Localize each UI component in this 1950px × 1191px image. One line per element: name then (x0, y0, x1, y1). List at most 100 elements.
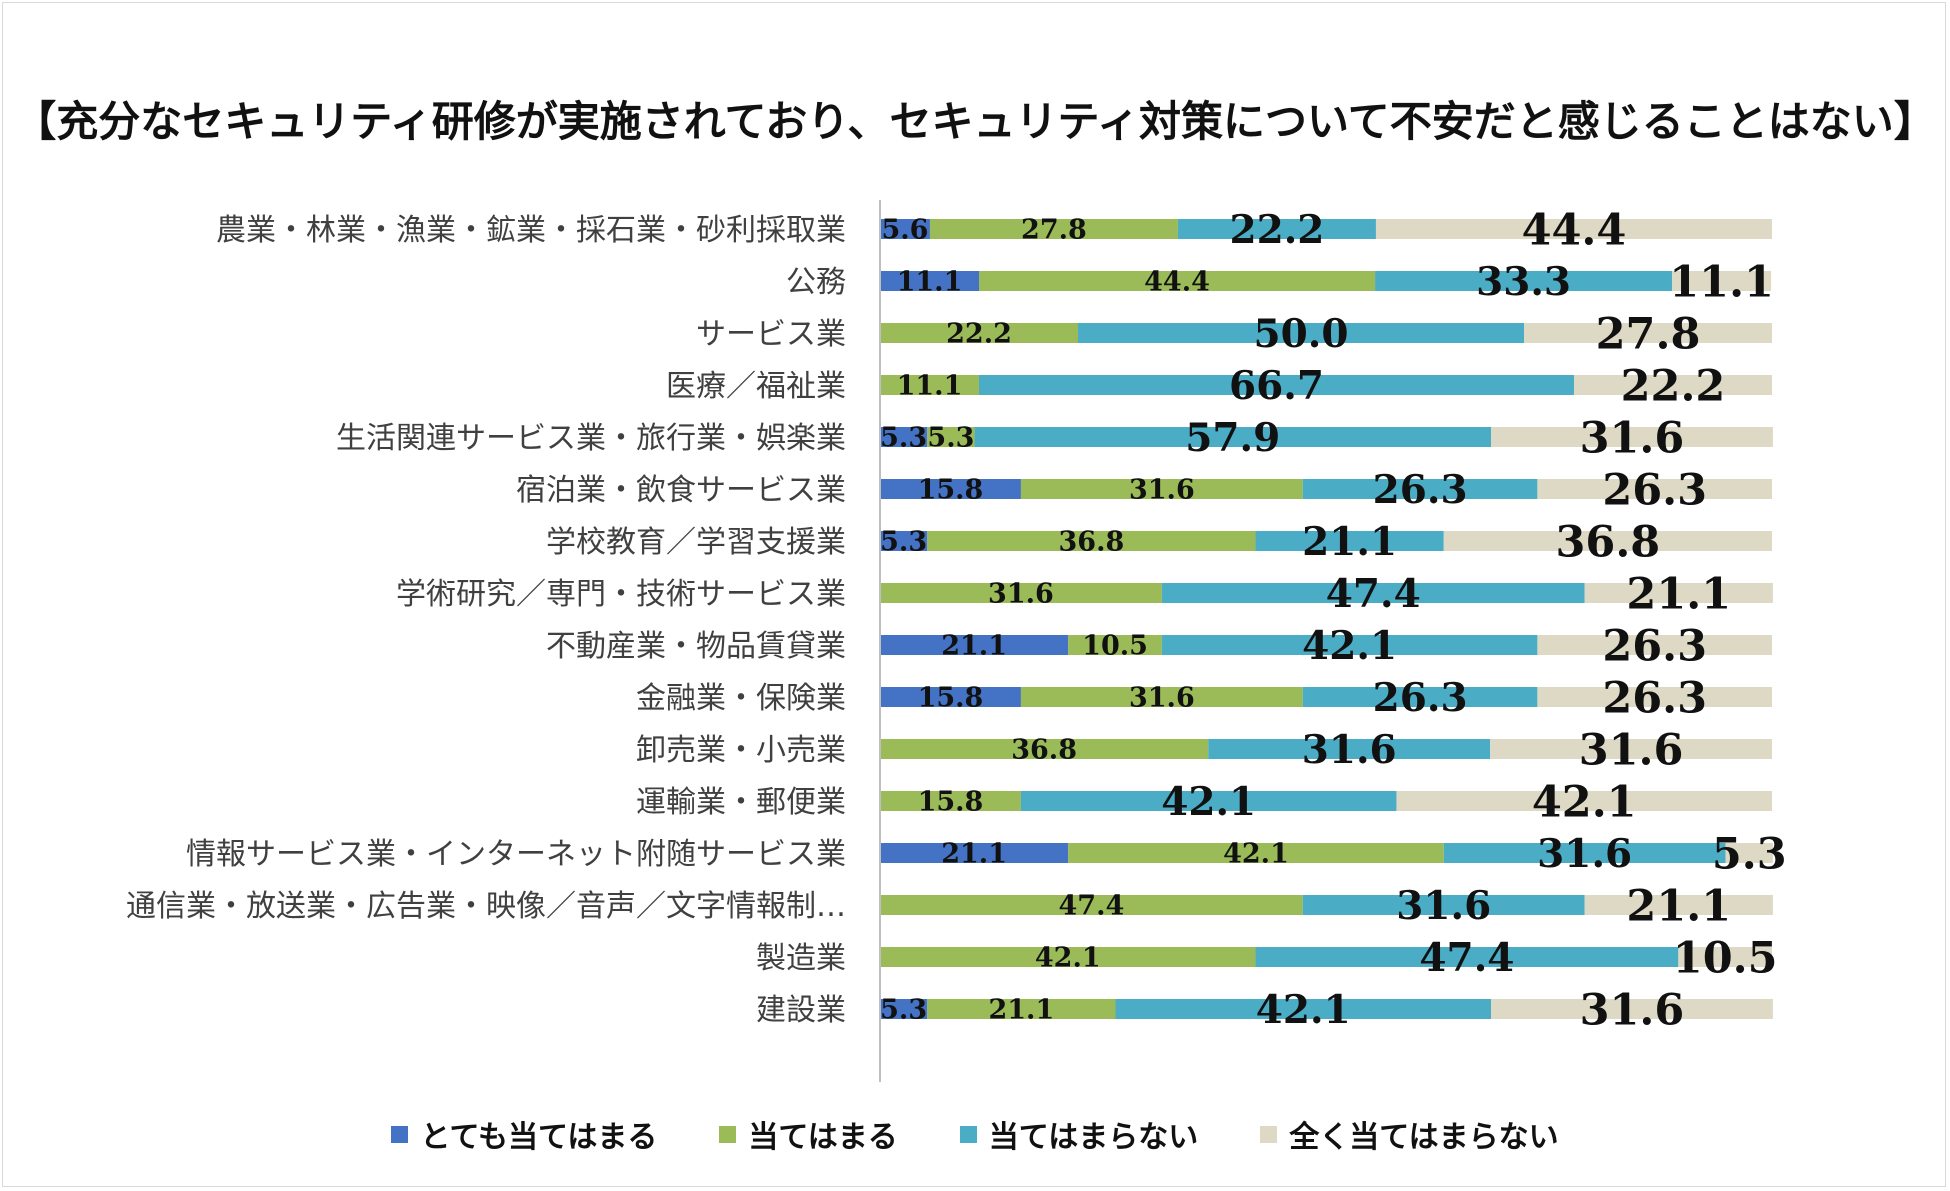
bar-segment (1255, 531, 1444, 551)
bar-segment (1490, 739, 1772, 759)
data-label: 42.1 (1302, 623, 1397, 669)
bar-segment (880, 219, 930, 239)
data-label: 21.1 (941, 631, 1007, 662)
bar-segment (880, 895, 1303, 915)
chart-title: 【充分なセキュリティ研修が実施されており、セキュリティ対策について不安だと感じる… (14, 97, 1936, 146)
data-label: 5.3 (927, 423, 974, 454)
bar-segment (1302, 687, 1538, 707)
bar-segment (929, 219, 1178, 239)
data-label: 11.1 (897, 371, 963, 402)
bar-segment (880, 635, 1069, 655)
data-label: 66.7 (1229, 363, 1324, 409)
legend-item: 全く当てはまらない (1260, 1112, 1559, 1156)
category-label: 通信業・放送業・広告業・映像／音声／文字情報制… (126, 889, 846, 924)
data-label: 21.1 (988, 995, 1054, 1026)
data-label: 26.3 (1373, 675, 1468, 721)
legend-item: 当てはまらない (959, 1112, 1199, 1156)
legend-label: 全く当てはまらない (1289, 1120, 1559, 1155)
bar-segment (880, 999, 928, 1019)
category-label: 生活関連サービス業・旅行業・娯楽業 (336, 421, 846, 456)
bar-segment (880, 739, 1209, 759)
bar-segment (880, 375, 980, 395)
bar-segment (1020, 791, 1397, 811)
data-label: 33.3 (1476, 259, 1571, 305)
category-label: 建設業 (756, 993, 846, 1028)
bar-segment (927, 427, 975, 447)
data-label: 15.8 (918, 787, 984, 818)
bar-segment (1020, 687, 1303, 707)
bar-segment (1678, 947, 1772, 967)
category-label: 公務 (786, 265, 846, 300)
data-label: 42.1 (1532, 777, 1637, 827)
category-label: 卸売業・小売業 (636, 733, 846, 768)
data-label: 26.3 (1602, 673, 1707, 723)
data-label: 22.2 (946, 319, 1012, 350)
data-label: 31.6 (1302, 727, 1397, 773)
bar-segment (1020, 479, 1303, 499)
legend-swatch (719, 1125, 737, 1143)
bar-segment (880, 583, 1162, 603)
data-label: 11.1 (1669, 257, 1774, 307)
bar-segment (1491, 427, 1773, 447)
legend-label: とても当てはまる (420, 1120, 658, 1155)
data-label: 22.2 (1229, 207, 1324, 253)
bar-segment (1584, 895, 1773, 915)
bar-segment (1396, 791, 1772, 811)
category-label: 学校教育／学習支援業 (546, 525, 846, 560)
legend-swatch (391, 1125, 409, 1143)
data-label: 27.8 (1021, 215, 1087, 246)
category-label: 宿泊業・飲食サービス業 (516, 473, 846, 508)
data-label: 26.3 (1373, 467, 1468, 513)
bar-segment (880, 271, 980, 291)
legend-swatch (1260, 1125, 1278, 1143)
data-label: 21.1 (941, 839, 1007, 870)
data-label: 5.3 (880, 423, 927, 454)
bar-segment (1584, 583, 1773, 603)
bar-segment (880, 323, 1079, 343)
data-label: 42.1 (1256, 987, 1351, 1033)
data-label: 15.8 (918, 683, 984, 714)
bar-segment (880, 427, 928, 447)
bar-segment (927, 531, 1256, 551)
category-label: サービス業 (696, 317, 846, 352)
data-label: 44.4 (1144, 267, 1210, 298)
category-label: 金融業・保険業 (636, 681, 846, 716)
bar-segment (974, 427, 1492, 447)
bar-segment (979, 375, 1574, 395)
data-label: 42.1 (1161, 779, 1256, 825)
bar-segment (1443, 531, 1772, 551)
data-label: 5.3 (880, 527, 927, 558)
bar-segment (1255, 947, 1679, 967)
bar-segment (1078, 323, 1525, 343)
bar-segment (1524, 323, 1772, 343)
data-label: 31.6 (1580, 985, 1685, 1035)
data-label: 57.9 (1185, 415, 1280, 461)
bar-segment (1537, 635, 1772, 655)
data-label: 50.0 (1254, 311, 1349, 357)
bar-segment (927, 999, 1116, 1019)
data-label: 5.3 (880, 995, 927, 1026)
data-label: 42.1 (1035, 943, 1101, 974)
category-label: 医療／福祉業 (666, 369, 846, 404)
bar-segment (1115, 999, 1492, 1019)
bar-segment (1375, 271, 1673, 291)
data-label: 31.6 (1129, 475, 1195, 506)
bar-segment (1177, 219, 1376, 239)
data-label: 31.6 (1580, 413, 1685, 463)
bar-segment (1161, 635, 1538, 655)
bar-segment (1491, 999, 1773, 1019)
data-label: 22.2 (1621, 361, 1726, 411)
data-label: 21.1 (1626, 881, 1731, 931)
legend-label: 当てはまらない (988, 1120, 1199, 1155)
bar-segment (979, 271, 1376, 291)
data-label: 31.6 (1129, 683, 1195, 714)
data-label: 42.1 (1223, 839, 1289, 870)
data-label: 31.6 (1537, 831, 1632, 877)
data-label: 36.8 (1059, 527, 1125, 558)
bar-segment (1068, 635, 1162, 655)
data-label: 47.4 (1059, 891, 1125, 922)
legend-item: とても当てはまる (391, 1112, 657, 1156)
category-label: 運輸業・郵便業 (636, 785, 846, 820)
